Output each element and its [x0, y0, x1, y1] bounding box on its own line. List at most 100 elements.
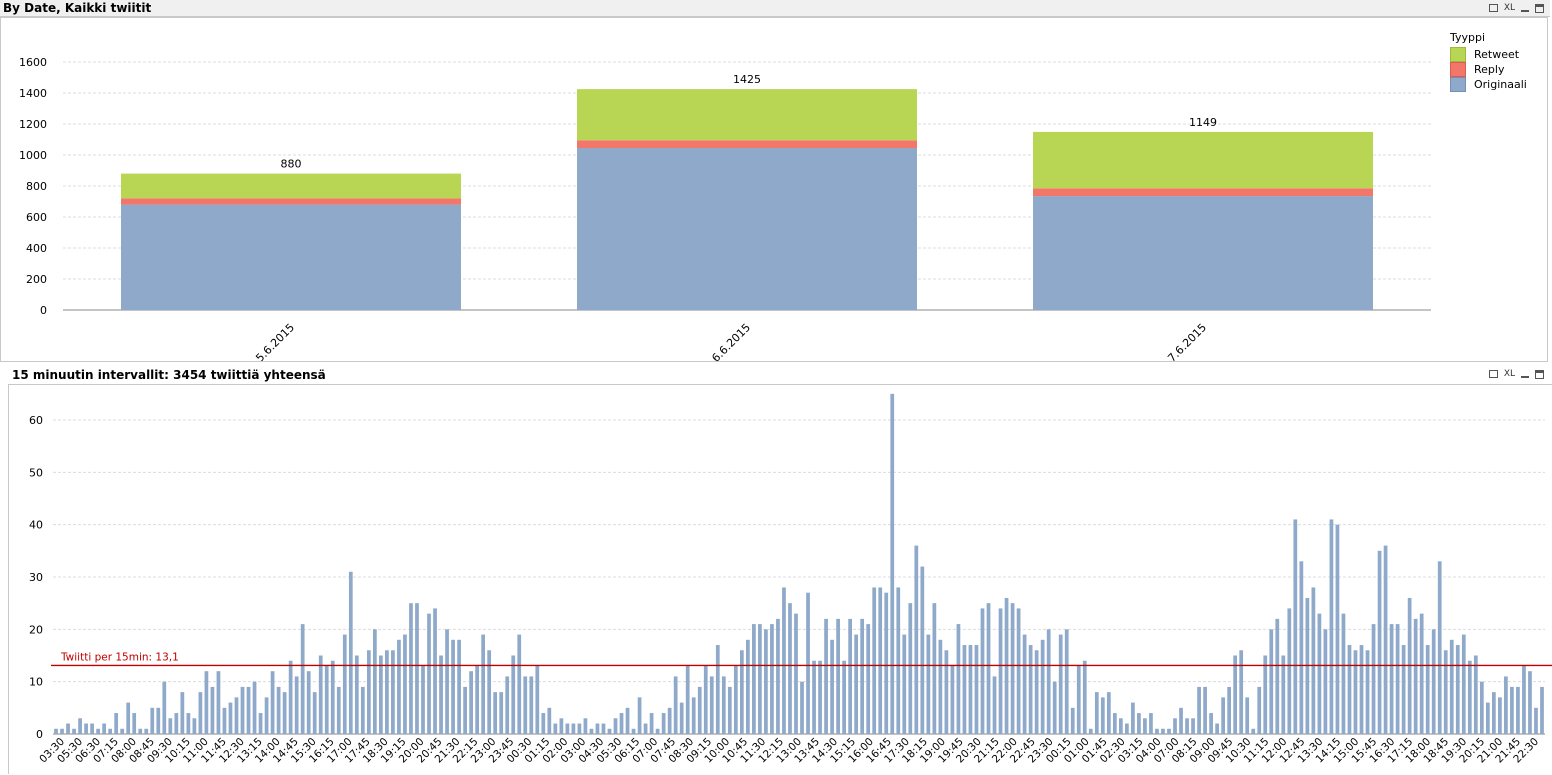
chart-legend: Tyyppi Retweet Reply Originaali — [1450, 31, 1527, 92]
interval-bar — [1383, 545, 1388, 734]
maximize-icon[interactable] — [1535, 369, 1544, 379]
interval-bar — [144, 728, 149, 734]
interval-bar — [980, 608, 985, 734]
interval-bar — [1070, 707, 1075, 734]
interval-bar — [240, 686, 245, 734]
interval-bar — [1467, 660, 1472, 734]
y-tick-label: 1400 — [19, 87, 47, 100]
interval-bar — [1522, 665, 1526, 734]
interval-bar — [764, 629, 768, 734]
legend-item-retweet[interactable]: Retweet — [1450, 47, 1527, 62]
interval-bar — [246, 686, 251, 734]
interval-bar — [348, 571, 353, 734]
interval-bar — [848, 618, 853, 734]
interval-bar — [1100, 697, 1105, 734]
interval-bar — [210, 686, 215, 734]
interval-bar — [445, 629, 449, 734]
y-tick-label: 1200 — [19, 118, 47, 131]
minimize-icon[interactable] — [1521, 370, 1529, 378]
bar-segment-originaali — [1033, 196, 1373, 310]
maximize-icon[interactable] — [1535, 3, 1544, 13]
interval-bar — [1443, 650, 1448, 734]
y-tick-label: 10 — [29, 676, 43, 689]
xl-export-icon[interactable]: XL — [1503, 3, 1515, 13]
panel-title: 15 minuutin intervallit: 3454 twiittiä y… — [12, 368, 326, 382]
interval-bar — [1034, 650, 1039, 734]
interval-bar — [1269, 629, 1274, 734]
interval-bar — [788, 603, 792, 734]
interval-bar — [529, 676, 534, 734]
interval-bar — [1401, 645, 1406, 734]
interval-bar — [583, 718, 588, 734]
interval-bar — [1143, 718, 1147, 734]
bar-segment-reply — [1033, 188, 1373, 197]
interval-bar — [818, 660, 822, 734]
legend-label: Reply — [1474, 63, 1505, 76]
interval-bar — [1016, 608, 1021, 734]
interval-bar — [493, 692, 498, 734]
y-tick-label: 40 — [29, 519, 43, 532]
interval-bar — [192, 718, 197, 734]
interval-bar — [318, 655, 323, 734]
interval-bar — [806, 592, 810, 734]
reply-swatch — [1450, 62, 1466, 77]
interval-bar — [1425, 645, 1430, 734]
y-tick-label: 60 — [29, 414, 43, 427]
interval-bar — [60, 728, 64, 734]
interval-bar — [1281, 655, 1286, 734]
interval-bar — [661, 713, 666, 734]
interval-bar — [108, 728, 113, 734]
interval-bar — [372, 629, 377, 734]
interval-bar — [830, 639, 834, 734]
interval-bar — [1389, 624, 1394, 734]
legend-item-reply[interactable]: Reply — [1450, 62, 1527, 77]
interval-bar — [1299, 561, 1304, 734]
xl-export-icon[interactable]: XL — [1503, 369, 1515, 379]
originaali-swatch — [1450, 77, 1466, 92]
interval-bar — [1335, 524, 1340, 734]
interval-bar — [168, 718, 173, 734]
minimize-icon[interactable] — [1521, 4, 1529, 12]
interval-bar — [1022, 634, 1027, 734]
interval-bar — [1504, 676, 1508, 734]
interval-bar — [1245, 697, 1250, 734]
legend-item-originaali[interactable]: Originaali — [1450, 77, 1527, 92]
interval-bar — [1287, 608, 1292, 734]
interval-bar — [782, 587, 786, 734]
interval-bar — [535, 665, 540, 734]
interval-bar — [1155, 728, 1159, 734]
bar-total-label: 1425 — [733, 73, 761, 86]
y-tick-label: 30 — [29, 571, 43, 584]
interval-bar — [884, 592, 889, 734]
interval-bar — [1125, 723, 1129, 734]
interval-bar — [294, 676, 299, 734]
interval-bar — [1227, 686, 1232, 734]
interval-bar — [1040, 639, 1045, 734]
interval-bar — [794, 613, 798, 734]
bar-segment-retweet — [1033, 131, 1373, 189]
interval-bar — [968, 645, 973, 734]
interval-bar — [986, 603, 991, 734]
interval-bar — [896, 587, 901, 734]
interval-bar — [824, 618, 828, 734]
interval-bar — [1076, 665, 1081, 734]
interval-bar — [487, 650, 492, 734]
interval-bar — [631, 728, 636, 734]
legend-label: Retweet — [1474, 48, 1520, 61]
interval-bar — [216, 671, 221, 734]
interval-bar — [800, 681, 804, 734]
interval-bar — [1173, 718, 1177, 734]
print-icon[interactable] — [1488, 370, 1498, 378]
interval-bar — [601, 723, 606, 734]
y-tick-label: 0 — [36, 728, 43, 741]
print-icon[interactable] — [1488, 4, 1498, 12]
interval-bar — [1365, 650, 1370, 734]
interval-bar — [186, 713, 191, 734]
interval-bar — [1479, 681, 1484, 734]
interval-bar — [1473, 655, 1478, 734]
interval-bar — [300, 624, 305, 734]
interval-bar — [366, 650, 371, 734]
interval-bar — [517, 634, 522, 734]
interval-bar — [1528, 671, 1532, 734]
by-date-panel: By Date, Kaikki twiitit XL 0 200 400 600 800… — [0, 0, 1552, 362]
